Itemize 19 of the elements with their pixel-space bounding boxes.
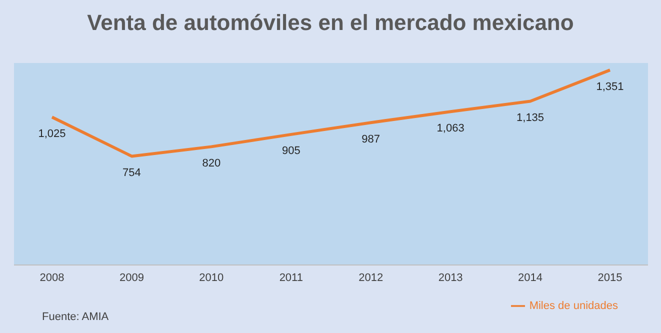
x-tick-label: 2008: [40, 272, 64, 284]
x-tick-label: 2011: [279, 272, 303, 284]
data-label: 1,063: [436, 122, 464, 134]
data-label: 754: [122, 167, 141, 180]
data-label: 905: [282, 145, 300, 158]
x-tick-label: 2014: [518, 272, 543, 284]
data-label: 1,135: [516, 112, 544, 124]
x-tick-label: 2010: [199, 272, 224, 284]
x-tick-label: 2012: [358, 272, 384, 284]
data-label: 1,351: [596, 80, 624, 93]
data-label: 987: [362, 133, 380, 146]
source-note: Fuente: AMIA: [42, 311, 109, 323]
legend-label: Miles de unidades: [529, 300, 618, 312]
data-label: 1,025: [38, 128, 66, 140]
data-label: 820: [202, 157, 221, 170]
x-tick-label: 2015: [598, 272, 622, 284]
x-tick-label: 2013: [438, 272, 463, 284]
x-tick-label: 2009: [119, 272, 144, 284]
chart-title: Venta de automóviles en el mercado mexicano: [86, 10, 575, 36]
